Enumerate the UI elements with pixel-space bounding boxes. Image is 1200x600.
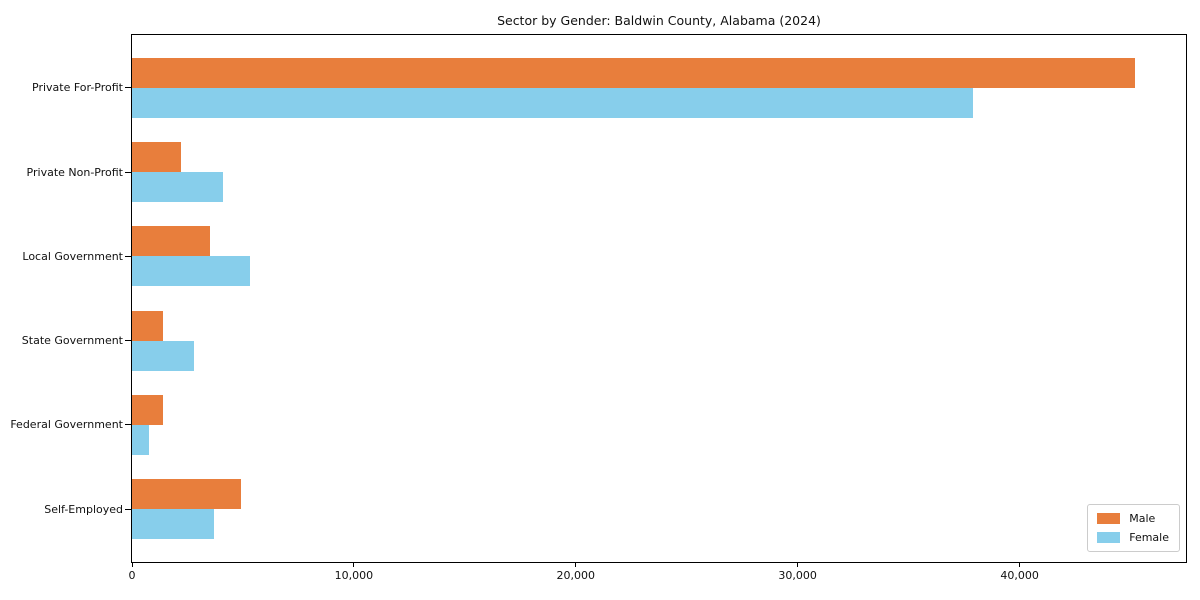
bar-female-state-government — [132, 340, 194, 371]
bar-female-federal-government — [132, 424, 149, 455]
y-tick-label-local-government: Local Government — [22, 249, 123, 263]
y-tick-mark — [125, 171, 131, 173]
bar-male-federal-government — [132, 394, 163, 425]
bar-male-state-government — [132, 310, 163, 341]
y-tick-mark — [125, 255, 131, 257]
legend: Male Female — [1087, 504, 1180, 552]
x-tick-mark — [797, 562, 799, 567]
bar-female-self-employed — [132, 509, 214, 540]
y-tick-label-state-government: State Government — [21, 334, 123, 348]
bar-male-private-non-profit — [132, 142, 181, 173]
x-tick-mark — [131, 562, 133, 567]
bar-female-private-for-profit — [132, 87, 973, 118]
bar-male-local-government — [132, 226, 210, 257]
legend-label-male: Male — [1129, 512, 1156, 525]
bar-male-self-employed — [132, 479, 241, 510]
y-tick-mark — [125, 87, 131, 89]
y-tick-mark — [125, 508, 131, 510]
x-tick-label-0: 0 — [128, 569, 136, 582]
legend-item-male: Male — [1097, 512, 1169, 525]
y-tick-label-private-non-profit: Private Non-Profit — [26, 165, 123, 179]
x-tick-label-20-000: 20,000 — [556, 569, 596, 582]
legend-swatch-female — [1097, 532, 1121, 543]
y-tick-mark — [125, 340, 131, 342]
legend-swatch-male — [1097, 513, 1121, 524]
legend-label-female: Female — [1129, 531, 1169, 544]
x-tick-label-30-000: 30,000 — [778, 569, 817, 582]
x-tick-mark — [1019, 562, 1021, 567]
x-tick-mark — [575, 562, 577, 567]
y-tick-label-federal-government: Federal Government — [10, 418, 123, 432]
y-tick-mark — [125, 424, 131, 426]
x-tick-label-40-000: 40,000 — [1000, 569, 1039, 582]
bar-female-local-government — [132, 256, 250, 287]
legend-item-female: Female — [1097, 531, 1169, 544]
x-tick-mark — [353, 562, 355, 567]
chart-title: Sector by Gender: Baldwin County, Alabam… — [497, 13, 821, 28]
y-tick-label-private-for-profit: Private For-Profit — [32, 81, 123, 95]
y-tick-label-self-employed: Self-Employed — [44, 502, 123, 516]
bar-female-private-non-profit — [132, 172, 223, 203]
x-tick-label-10-000: 10,000 — [334, 569, 374, 582]
plot-area: Private For-Profit Private Non-Profit Loca… — [10, 34, 1187, 582]
bar-male-private-for-profit — [132, 57, 1135, 88]
